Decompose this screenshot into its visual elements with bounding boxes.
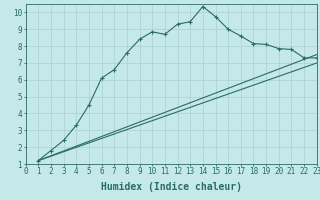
X-axis label: Humidex (Indice chaleur): Humidex (Indice chaleur) (101, 182, 242, 192)
